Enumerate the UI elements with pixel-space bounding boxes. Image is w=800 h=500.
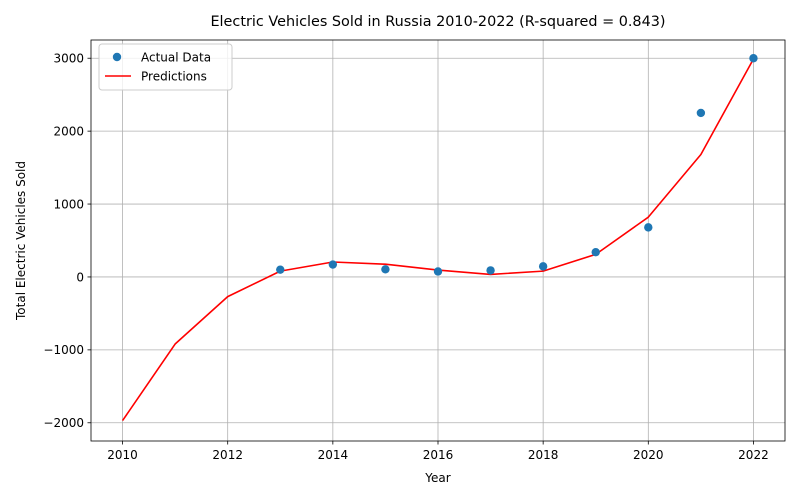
y-tick-label: −2000 [43,416,84,430]
actual-data-point [381,265,390,274]
y-tick-label: 1000 [53,197,84,211]
actual-data-point [538,262,548,271]
x-tick-label: 2018 [528,448,559,462]
x-tick-label: 2020 [633,448,664,462]
actual-data-point [696,108,706,118]
actual-data-point [591,247,600,257]
x-tick-label: 2012 [212,448,243,462]
x-tick-label: 2022 [738,448,769,462]
chart-title: Electric Vehicles Sold in Russia 2010-20… [210,14,665,30]
y-tick-label: 2000 [53,124,84,138]
legend: Actual Data Predictions [98,43,233,91]
x-tick-label: 2016 [423,448,454,462]
actual-data-point [433,267,443,276]
actual-data-point [328,260,338,269]
actual-data-point [749,54,758,63]
y-tick-label: −1000 [43,343,84,357]
x-axis-label: Year [424,471,450,485]
legend-label-predictions: Predictions [141,70,207,84]
legend-label-actual-data: Actual Data [141,51,211,65]
ticks: 2010 2012 2014 2016 2018 2020 2022 −2000 −1000 0 1… [43,52,768,462]
x-tick-label: 2010 [107,448,138,462]
legend-box [98,43,233,91]
actual-data-point [486,266,495,275]
y-tick-label: 0 [76,270,84,284]
series-layer [121,54,758,422]
legend-marker-actual-data [112,52,122,62]
y-tick-label: 3000 [53,52,84,66]
x-tick-label: 2014 [318,448,349,462]
actual-data-point [644,223,653,232]
actual-data-point [276,265,285,274]
y-axis-label: Total Electric Vehicles Sold [14,161,28,321]
